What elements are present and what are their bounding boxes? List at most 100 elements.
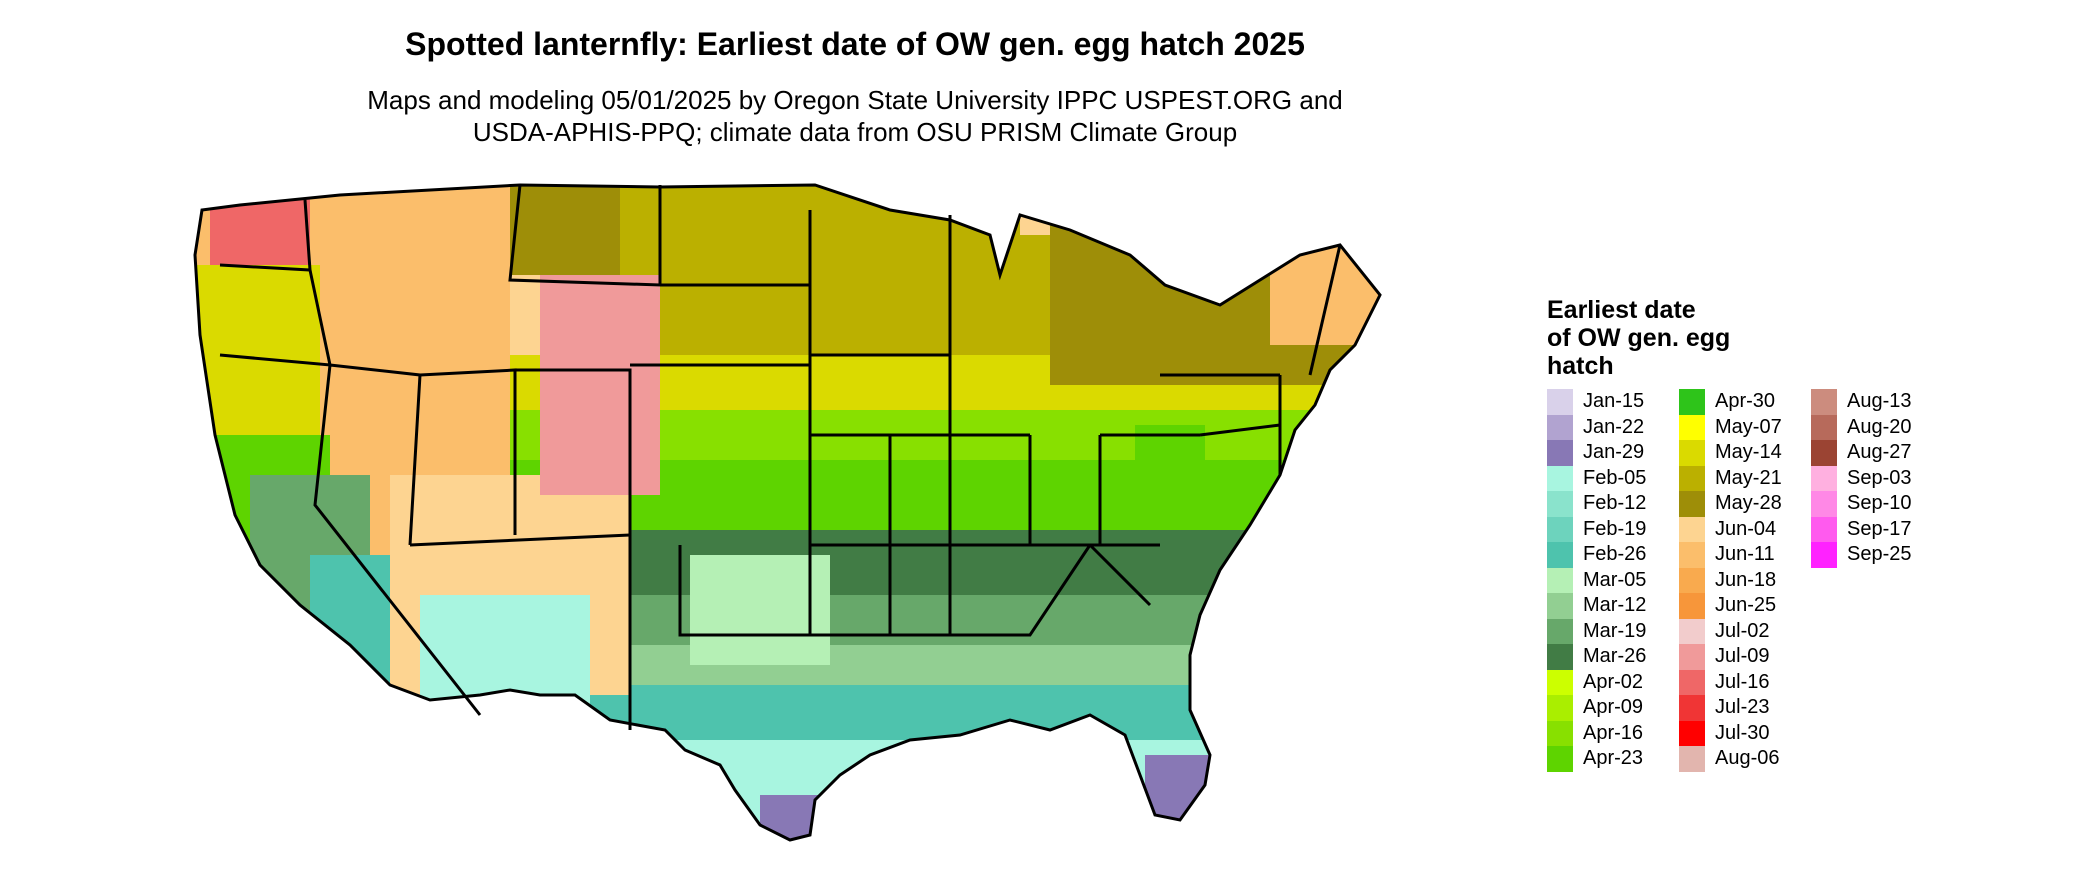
legend-swatch xyxy=(1679,720,1705,746)
legend-swatch xyxy=(1811,414,1837,440)
legend-swatch xyxy=(1679,465,1705,491)
legend-swatch xyxy=(1547,695,1573,721)
legend-label: Jul-02 xyxy=(1715,619,1770,642)
legend-swatch xyxy=(1547,644,1573,670)
legend-item: Aug-20 xyxy=(1811,414,1912,440)
legend-label: Sep-25 xyxy=(1847,543,1912,566)
legend-swatch xyxy=(1679,567,1705,593)
legend-label: May-14 xyxy=(1715,441,1782,464)
legend-swatch xyxy=(1547,491,1573,517)
legend-item: Sep-25 xyxy=(1811,542,1912,568)
legend-item: Jun-25 xyxy=(1679,593,1782,619)
legend-label: Feb-05 xyxy=(1583,466,1647,489)
legend-label: Jan-29 xyxy=(1583,441,1645,464)
legend-swatch xyxy=(1679,695,1705,721)
legend-item: Jul-23 xyxy=(1679,695,1782,721)
legend-label: Sep-17 xyxy=(1847,517,1912,540)
legend-item: Feb-19 xyxy=(1547,516,1647,542)
legend-swatch xyxy=(1547,720,1573,746)
legend-item: Apr-02 xyxy=(1547,669,1646,695)
legend-swatch xyxy=(1547,567,1573,593)
legend-column-3: Aug-13 Aug-20 Aug-27 Sep-03 Sep-10 Sep-17 Sep-… xyxy=(1811,389,1912,568)
legend-label: Apr-23 xyxy=(1583,747,1644,770)
legend-label: Feb-19 xyxy=(1583,517,1647,540)
legend-label: Apr-30 xyxy=(1715,390,1776,413)
legend-swatch xyxy=(1679,542,1705,568)
legend-label: Jul-30 xyxy=(1715,721,1770,744)
legend-label: Mar-26 xyxy=(1583,645,1647,668)
legend-item: May-07 xyxy=(1679,414,1782,440)
legend-item: Jun-04 xyxy=(1679,516,1782,542)
legend-swatch xyxy=(1811,542,1837,568)
legend-item: Mar-12 xyxy=(1547,593,1646,619)
legend-label: Mar-05 xyxy=(1583,568,1647,591)
legend-swatch xyxy=(1547,669,1573,695)
legend-swatch xyxy=(1679,618,1705,644)
legend-swatch xyxy=(1547,389,1573,415)
legend-label: Sep-10 xyxy=(1847,492,1912,515)
legend-swatch xyxy=(1547,465,1573,491)
legend-label: Jun-25 xyxy=(1715,594,1777,617)
legend-item: May-14 xyxy=(1679,440,1782,466)
legend-label: Sep-03 xyxy=(1847,466,1912,489)
legend-item: Jan-15 xyxy=(1547,389,1646,415)
legend-item: Apr-16 xyxy=(1547,720,1646,746)
legend-title-line-1: Earliest date xyxy=(1547,296,1696,324)
map-subtitle: Maps and modeling 05/01/2025 by Oregon S… xyxy=(0,84,1710,148)
legend-swatch xyxy=(1679,593,1705,619)
legend-item: Mar-26 xyxy=(1547,644,1646,670)
legend-item: Feb-26 xyxy=(1547,542,1646,568)
legend-item: Jan-29 xyxy=(1547,440,1646,466)
legend-item: Jan-22 xyxy=(1547,414,1646,440)
legend-swatch xyxy=(1679,491,1705,517)
hatch-date-raster xyxy=(195,185,1380,840)
legend-label: Apr-16 xyxy=(1583,721,1644,744)
legend-swatch xyxy=(1811,440,1837,466)
legend-item: Feb-12 xyxy=(1547,491,1646,517)
legend-label: Aug-06 xyxy=(1715,747,1780,770)
us-map xyxy=(193,183,1382,842)
legend-item: May-28 xyxy=(1679,491,1782,517)
legend-label: May-07 xyxy=(1715,415,1782,438)
legend-label: May-28 xyxy=(1715,492,1782,515)
legend-swatch xyxy=(1811,465,1837,491)
legend-swatch xyxy=(1679,440,1705,466)
legend-item: Jun-18 xyxy=(1679,567,1782,593)
legend-label: Jul-23 xyxy=(1715,696,1770,719)
map-title: Spotted lanternfly: Earliest date of OW … xyxy=(405,26,1305,62)
legend-title-line-2: of OW gen. egg xyxy=(1547,324,1731,352)
legend-label: Apr-09 xyxy=(1583,696,1644,719)
legend-item: Aug-13 xyxy=(1811,389,1912,415)
subtitle-line-1: Maps and modeling 05/01/2025 by Oregon S… xyxy=(367,85,1343,115)
legend-label: Jun-18 xyxy=(1715,568,1777,591)
legend-label: Jun-04 xyxy=(1715,517,1777,540)
legend-label: Aug-13 xyxy=(1847,390,1912,413)
legend-label: Apr-02 xyxy=(1583,670,1644,693)
legend-label: Jul-16 xyxy=(1715,670,1770,693)
legend-item: Aug-06 xyxy=(1679,746,1782,772)
legend-item: Jul-09 xyxy=(1679,644,1782,670)
legend-swatch xyxy=(1547,593,1573,619)
legend-swatch xyxy=(1547,618,1573,644)
legend-column-2: Apr-30 May-07 May-14 May-21 May-28 Jun-04 Jun-… xyxy=(1679,389,1782,772)
legend-label: May-21 xyxy=(1715,466,1782,489)
legend-swatch xyxy=(1547,746,1573,772)
legend-swatch xyxy=(1547,542,1573,568)
legend-swatch xyxy=(1547,440,1573,466)
subtitle-line-2: USDA-APHIS-PPQ; climate data from OSU PR… xyxy=(472,117,1238,147)
legend-swatch xyxy=(1811,389,1837,415)
legend-item: Jul-02 xyxy=(1679,618,1782,644)
legend-label: Feb-12 xyxy=(1583,492,1647,515)
legend-label: Feb-26 xyxy=(1583,543,1647,566)
legend-label: Aug-20 xyxy=(1847,415,1912,438)
legend-item: Mar-05 xyxy=(1547,567,1647,593)
legend-item: Apr-30 xyxy=(1679,389,1782,415)
legend-title-line-3: hatch xyxy=(1547,352,1614,380)
legend-item: Jul-16 xyxy=(1679,669,1782,695)
legend-swatch xyxy=(1811,491,1837,517)
legend-swatch xyxy=(1679,516,1705,542)
legend-item: Apr-23 xyxy=(1547,746,1646,772)
legend-label: Aug-27 xyxy=(1847,441,1912,464)
legend-swatch xyxy=(1679,414,1705,440)
legend-swatch xyxy=(1679,746,1705,772)
